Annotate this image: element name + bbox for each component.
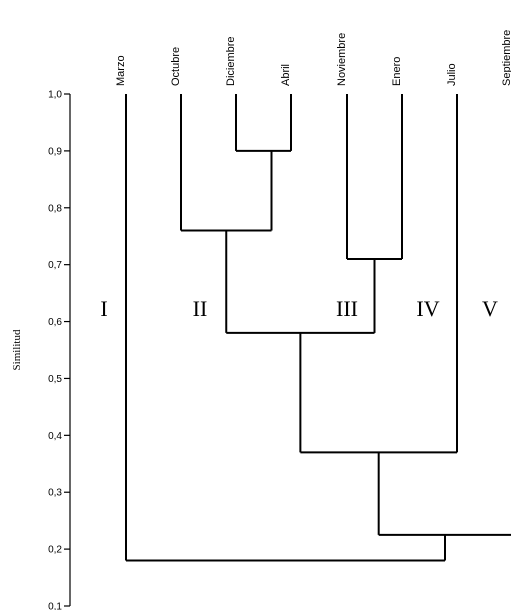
cluster-group-label: IV (416, 296, 439, 321)
y-tick-label: 0,7 (48, 260, 62, 271)
y-axis-ticks: 1,0 0,9 0,8 0,7 0,6 0,5 0,4 0,3 0,2 0,1 (48, 90, 70, 610)
leaf-label: Marzo (115, 55, 127, 86)
cluster-group-label: V (482, 296, 498, 321)
y-tick-label: 0,6 (48, 317, 62, 328)
y-axis-label: Similitud (11, 329, 23, 370)
y-tick-label: 0,2 (48, 545, 62, 556)
y-tick-label: 0,5 (48, 374, 62, 385)
y-tick-label: 0,4 (48, 431, 62, 442)
cluster-group-labels: I II III IV V (100, 296, 498, 321)
leaf-label: Diciembre (225, 36, 237, 86)
cluster-group-label: III (336, 296, 358, 321)
y-tick-label: 0,8 (48, 203, 62, 214)
leaf-label: Enero (391, 57, 403, 86)
leaf-labels: Marzo Octubre Diciembre Abril Noviembre Enero… (115, 30, 511, 86)
leaf-label: Octubre (170, 47, 182, 86)
y-tick-label: 1,0 (48, 90, 62, 101)
cluster-group-label: I (100, 296, 107, 321)
y-tick-label: 0,3 (48, 488, 62, 499)
leaf-label: Abril (280, 64, 292, 86)
y-tick-label: 0,9 (48, 146, 62, 157)
leaf-label: Julio (446, 63, 458, 86)
y-tick-label: 0,1 (48, 602, 62, 610)
leaf-label: Septiembre (501, 30, 511, 86)
cluster-group-label: II (193, 296, 208, 321)
dendrogram-branches (125, 94, 511, 562)
leaf-label: Noviembre (336, 33, 348, 86)
